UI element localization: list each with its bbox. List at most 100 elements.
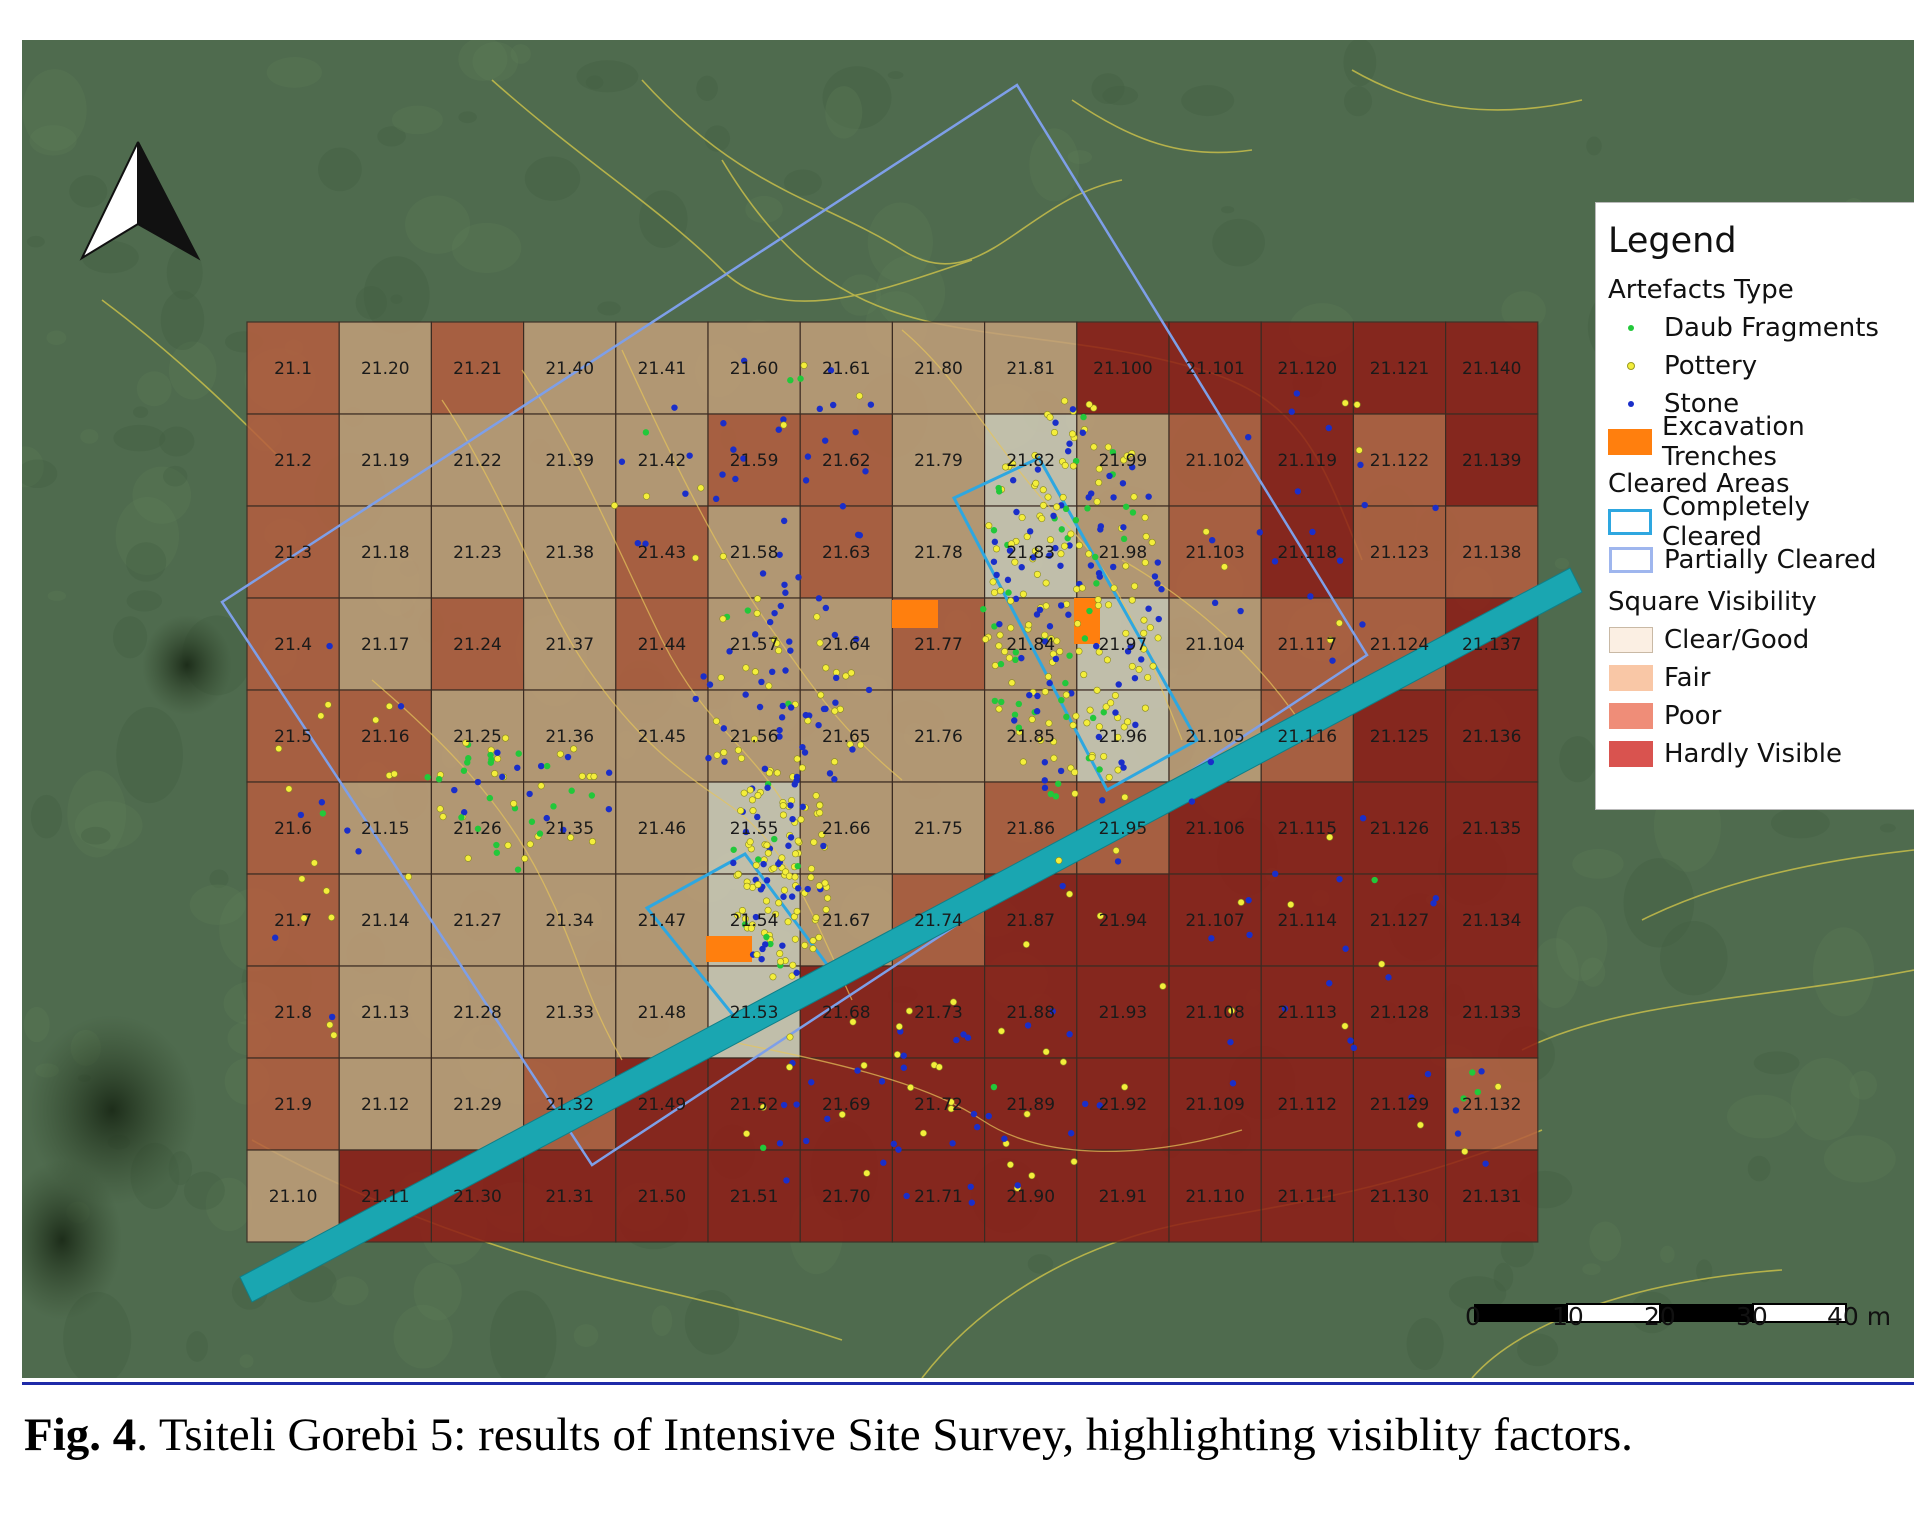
stone-point bbox=[852, 428, 859, 436]
grid-cell bbox=[707, 1149, 801, 1243]
grid-cell-label: 21.39 bbox=[545, 451, 594, 471]
pottery-point bbox=[1044, 493, 1052, 501]
stone-point bbox=[852, 635, 860, 643]
terrain-patch bbox=[1501, 291, 1546, 331]
pottery-point bbox=[893, 1051, 901, 1059]
stone-point bbox=[1006, 547, 1014, 554]
grid-cell-label: 21.21 bbox=[453, 359, 502, 379]
grid-cell bbox=[983, 1057, 1078, 1151]
grid-cell-label: 21.67 bbox=[822, 911, 871, 931]
stone-point bbox=[1095, 733, 1103, 741]
stone-point bbox=[831, 776, 838, 783]
grid-cell-label: 21.3 bbox=[274, 543, 312, 563]
pottery-point bbox=[738, 754, 746, 762]
pottery-point bbox=[793, 907, 801, 915]
grid-cell-label: 21.83 bbox=[1006, 543, 1055, 563]
daub-point bbox=[464, 759, 471, 766]
stone-point bbox=[754, 813, 761, 821]
grid-cell-label: 21.102 bbox=[1185, 451, 1244, 471]
grid-cell-label: 21.32 bbox=[545, 1095, 594, 1115]
pottery-point bbox=[570, 745, 578, 753]
legend-item-hardly: Hardly Visible bbox=[1608, 735, 1905, 773]
stone-point bbox=[803, 1137, 810, 1145]
stone-point bbox=[1155, 615, 1162, 623]
stone-point bbox=[780, 1101, 788, 1109]
grid-cell bbox=[1168, 1057, 1262, 1151]
pottery-point bbox=[1028, 1172, 1036, 1180]
grid-cell bbox=[1352, 965, 1447, 1059]
pottery-point bbox=[1149, 662, 1157, 670]
pottery-point bbox=[567, 834, 575, 842]
grid-cell bbox=[983, 1149, 1078, 1243]
grid-cell-label: 21.89 bbox=[1006, 1095, 1055, 1115]
legend-hardly-label: Hardly Visible bbox=[1664, 739, 1843, 769]
pottery-point bbox=[895, 1023, 903, 1031]
pottery-point bbox=[778, 854, 786, 862]
pottery-point bbox=[743, 882, 751, 890]
grid-cell bbox=[246, 505, 340, 599]
grid-cell-label: 21.96 bbox=[1099, 727, 1148, 747]
pottery-point bbox=[857, 741, 865, 749]
stone-point bbox=[1246, 931, 1253, 939]
pottery-point bbox=[1023, 533, 1031, 541]
grid-cell bbox=[615, 413, 709, 507]
pottery-point bbox=[439, 813, 447, 821]
pottery-point bbox=[1335, 619, 1343, 627]
stone-point bbox=[1227, 1038, 1234, 1046]
stone-point bbox=[1357, 461, 1364, 469]
stone-point bbox=[474, 778, 482, 786]
terrain-patch bbox=[585, 75, 604, 90]
pottery-point bbox=[1141, 704, 1149, 712]
pottery-point bbox=[1011, 558, 1019, 566]
grid-cell-label: 21.40 bbox=[545, 359, 594, 379]
pottery-point bbox=[997, 587, 1005, 595]
terrain-patch bbox=[745, 195, 783, 224]
daub-point bbox=[1109, 448, 1117, 456]
terrain-patch bbox=[510, 44, 531, 64]
grid-cell bbox=[891, 505, 986, 599]
daub-point bbox=[1084, 505, 1091, 512]
grid-cell-label: 21.23 bbox=[453, 543, 502, 563]
stone-point bbox=[1288, 408, 1295, 415]
stone-point bbox=[793, 1101, 800, 1108]
stone-point bbox=[1052, 544, 1059, 552]
grid-cell-label: 21.135 bbox=[1462, 819, 1521, 839]
stone-point bbox=[1281, 1005, 1289, 1012]
pottery-point bbox=[1094, 601, 1102, 609]
pottery-point bbox=[1237, 898, 1245, 906]
grid-cell-label: 21.121 bbox=[1370, 359, 1429, 379]
grid-cell bbox=[983, 965, 1078, 1059]
grid-cell-label: 21.94 bbox=[1099, 911, 1148, 931]
terrain-patch bbox=[451, 222, 522, 274]
stone-point bbox=[742, 828, 750, 836]
stone-point bbox=[776, 1140, 784, 1147]
scale-segment bbox=[1660, 1304, 1753, 1322]
grid-cell-label: 21.123 bbox=[1370, 543, 1429, 563]
daub-point bbox=[568, 787, 575, 794]
daub-point bbox=[1015, 700, 1023, 708]
stone-point bbox=[1454, 1130, 1462, 1137]
pottery-point bbox=[1140, 629, 1148, 637]
grid-cell-label: 21.126 bbox=[1370, 819, 1429, 839]
map-legend: Legend Artefacts Type Daub Fragments Pot… bbox=[1595, 202, 1914, 810]
pottery-point bbox=[590, 772, 598, 780]
stone-point bbox=[1041, 759, 1049, 766]
stone-point bbox=[1114, 858, 1122, 865]
pottery-point bbox=[751, 735, 759, 743]
stone-point bbox=[1336, 875, 1343, 883]
pottery-point bbox=[1033, 570, 1041, 578]
stone-point bbox=[1057, 767, 1065, 775]
pottery-point bbox=[1061, 542, 1069, 550]
pottery-point bbox=[797, 816, 805, 824]
pottery-point bbox=[815, 882, 823, 890]
stone-point bbox=[953, 1036, 960, 1044]
caption-text: . Tsiteli Gorebi 5: results of Intensive… bbox=[136, 1409, 1633, 1461]
stone-point bbox=[839, 503, 847, 510]
daub-point bbox=[1080, 413, 1087, 421]
stone-point bbox=[799, 743, 806, 751]
grid-cell-label: 21.20 bbox=[361, 359, 410, 379]
pottery-point bbox=[323, 887, 331, 895]
stone-point bbox=[397, 703, 405, 710]
stone-point bbox=[1026, 691, 1033, 699]
grid-cell-label: 21.103 bbox=[1185, 543, 1244, 563]
